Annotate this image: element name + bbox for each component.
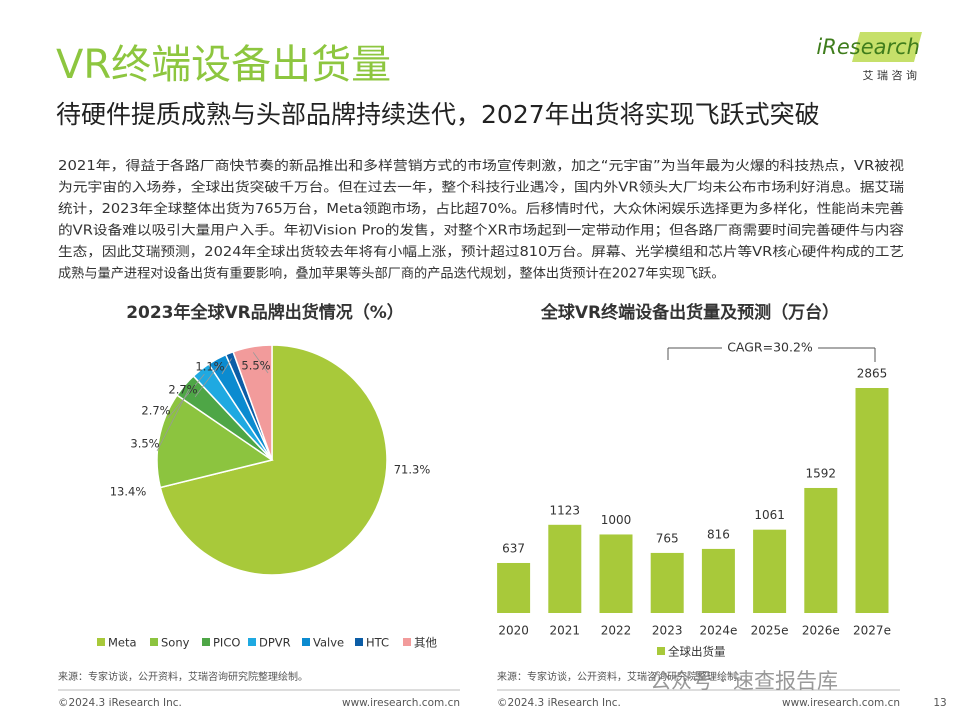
legend-label: 其他 bbox=[414, 636, 437, 650]
copyright: ©2024.3 iResearch Inc. bbox=[497, 697, 621, 709]
bar bbox=[701, 548, 735, 613]
x-tick-label: 2027e bbox=[853, 624, 891, 638]
paragraph-line: 成熟与量产进程对设备出货有重要影响，叠加苹果等头部厂商的产品迭代规划，整体出货预… bbox=[58, 265, 725, 282]
logo-shape bbox=[852, 32, 922, 62]
slide-subtitle: 待硬件提质成熟与头部品牌持续迭代，2027年出货将实现飞跃式突破 bbox=[56, 100, 820, 129]
data-label: 71.3% bbox=[394, 463, 431, 477]
x-tick-label: 2025e bbox=[751, 624, 789, 638]
pie-slice bbox=[156, 394, 274, 489]
copyright: ©2024.3 iResearch Inc. bbox=[58, 697, 182, 709]
legend-label: Sony bbox=[161, 636, 190, 650]
source: 来源：专家访谈，公开资料，艾瑞咨询研究院整理绘制。 bbox=[58, 670, 308, 683]
pie-slice bbox=[159, 344, 388, 576]
paragraph-line: 的VR设备难以吸引大量用户入手。年初Vision Pro的发售，对整个XR市场起… bbox=[58, 222, 904, 239]
legend-label: DPVR bbox=[259, 636, 291, 650]
website: www.iresearch.com.cn bbox=[782, 697, 900, 709]
paragraph-line: 生态，因此艾瑞预测，2024年全球出货较去年将有小幅上涨，预计超过810万台。屏… bbox=[58, 243, 904, 260]
legend-label: PICO bbox=[213, 636, 240, 650]
paragraph: 2021年，得益于各路厂商快节奏的新品推出和多样营销方式的市场宣传刺激，加之“元… bbox=[58, 157, 904, 282]
leader-line bbox=[252, 352, 269, 374]
data-label: 765 bbox=[656, 531, 679, 545]
bar bbox=[548, 524, 582, 613]
leader-line bbox=[221, 358, 232, 375]
data-label: 1.1% bbox=[195, 360, 224, 374]
source: 来源：专家访谈，公开资料，艾瑞咨询研究院整理绘制。 bbox=[497, 670, 747, 683]
legend-label: HTC bbox=[366, 636, 389, 650]
legend-label: Valve bbox=[313, 636, 344, 650]
pie-slice bbox=[232, 344, 273, 461]
data-label: 1061 bbox=[754, 508, 785, 522]
legend-swatch bbox=[657, 647, 665, 655]
annotation: CAGR=30.2% bbox=[727, 340, 813, 355]
page-number: 13 bbox=[933, 697, 946, 709]
bar bbox=[804, 487, 838, 613]
data-label: 2865 bbox=[857, 367, 888, 381]
legend-label: 全球出货量 bbox=[668, 645, 726, 659]
legend-swatch bbox=[302, 638, 310, 646]
x-tick-label: 2023 bbox=[652, 624, 683, 638]
data-label: 1123 bbox=[550, 503, 581, 517]
data-label: 13.4% bbox=[110, 485, 147, 499]
leader-line bbox=[194, 363, 221, 398]
watermark: 公众号 · 速查报告库 bbox=[650, 669, 838, 693]
x-tick-label: 2026e bbox=[802, 624, 840, 638]
data-label: 637 bbox=[502, 541, 525, 555]
x-tick-label: 2020 bbox=[498, 624, 529, 638]
legend-swatch bbox=[403, 638, 411, 646]
legend-swatch bbox=[355, 638, 363, 646]
data-label: 2.7% bbox=[141, 404, 170, 418]
bar bbox=[599, 534, 633, 613]
paragraph-line: 为元宇宙的入场券，全球出货突破千万台。但在过去一年，整个科技行业遇冷，国内外VR… bbox=[58, 179, 904, 196]
legend-swatch bbox=[248, 638, 256, 646]
slide-title: VR终端设备出货量 bbox=[56, 42, 391, 88]
data-label: 2.7% bbox=[168, 383, 197, 397]
bar bbox=[650, 552, 684, 613]
paragraph-line: 2021年，得益于各路厂商快节奏的新品推出和多样营销方式的市场宣传刺激，加之“元… bbox=[58, 157, 904, 174]
x-tick-label: 2024e bbox=[699, 624, 737, 638]
chart-title: 全球VR终端设备出货量及预测（万台） bbox=[540, 302, 839, 323]
legend-swatch bbox=[150, 638, 158, 646]
bar bbox=[855, 388, 889, 613]
bar bbox=[753, 529, 787, 613]
paragraph-line: 统计，2023年全球整体出货为765万台，Meta领跑市场，占比超70%。后移情… bbox=[58, 200, 904, 217]
x-tick-label: 2022 bbox=[601, 624, 632, 638]
leader-line bbox=[167, 373, 205, 419]
logo: iResearch bbox=[816, 35, 920, 59]
logo-sub: 艾 瑞 咨 询 bbox=[863, 68, 918, 82]
website: www.iresearch.com.cn bbox=[342, 697, 460, 709]
legend-swatch bbox=[97, 638, 105, 646]
x-tick-label: 2021 bbox=[550, 624, 581, 638]
data-label: 3.5% bbox=[130, 437, 159, 451]
chart-title: 2023年全球VR品牌出货情况（%） bbox=[126, 302, 404, 323]
bar bbox=[497, 562, 531, 613]
legend-swatch bbox=[202, 638, 210, 646]
data-label: 1592 bbox=[806, 466, 837, 480]
data-label: 5.5% bbox=[241, 359, 270, 373]
data-label: 816 bbox=[707, 527, 730, 541]
legend-label: Meta bbox=[108, 636, 137, 650]
data-label: 1000 bbox=[601, 513, 632, 527]
